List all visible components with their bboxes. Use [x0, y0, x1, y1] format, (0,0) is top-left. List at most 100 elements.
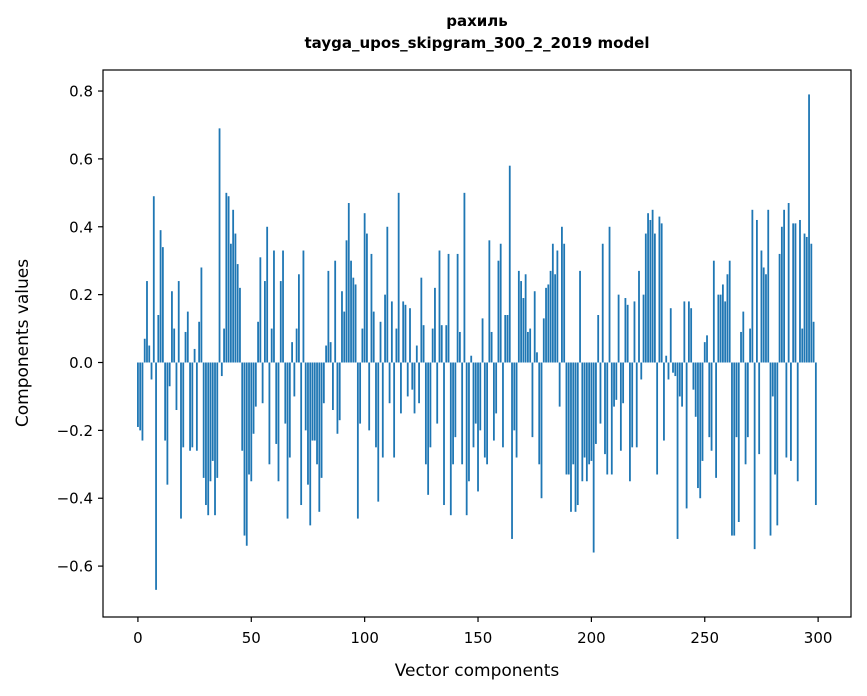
- bar: [263, 281, 266, 363]
- bar: [420, 277, 423, 363]
- bar: [742, 311, 745, 363]
- bar: [220, 362, 223, 377]
- bar: [479, 362, 482, 431]
- bar: [567, 362, 570, 475]
- bar: [653, 233, 656, 363]
- bar: [343, 311, 346, 363]
- bar: [685, 362, 688, 509]
- bar: [325, 345, 328, 363]
- bar: [780, 226, 783, 363]
- bar: [293, 362, 296, 397]
- bar: [533, 291, 536, 363]
- bar: [166, 362, 169, 485]
- bar: [431, 328, 434, 363]
- bar: [236, 264, 239, 363]
- bar: [186, 311, 189, 363]
- bar: [384, 294, 386, 363]
- bar: [640, 362, 643, 380]
- bar: [397, 192, 400, 363]
- bar: [506, 315, 509, 363]
- bar: [291, 342, 293, 363]
- bar: [177, 281, 180, 363]
- bar: [808, 94, 810, 363]
- bar: [266, 226, 269, 363]
- bar: [173, 328, 176, 363]
- bar: [288, 362, 291, 458]
- bar: [681, 362, 683, 407]
- bar: [536, 352, 538, 363]
- bar: [418, 362, 420, 404]
- chart-title-line1: рахиль: [446, 12, 508, 30]
- bar: [141, 362, 144, 441]
- bar: [341, 291, 343, 363]
- bar: [406, 362, 409, 397]
- bar: [309, 362, 312, 526]
- bar: [232, 209, 235, 363]
- bar: [189, 362, 191, 451]
- bar: [513, 362, 516, 431]
- bar: [157, 315, 160, 363]
- bar: [531, 362, 534, 438]
- bar: [447, 253, 450, 363]
- bar: [456, 253, 459, 363]
- bar: [502, 362, 504, 448]
- bar: [248, 362, 250, 475]
- bar: [622, 362, 625, 404]
- bar: [642, 294, 645, 363]
- bar: [205, 362, 207, 506]
- bar: [429, 362, 432, 448]
- bar: [438, 250, 441, 363]
- bar: [805, 236, 808, 363]
- bar: [318, 362, 321, 512]
- bar: [161, 247, 164, 363]
- bar: [458, 331, 461, 363]
- bar: [701, 362, 704, 461]
- bar: [495, 362, 498, 414]
- bar: [202, 362, 205, 478]
- bar: [209, 362, 212, 482]
- bar: [229, 243, 232, 363]
- bar: [812, 321, 815, 363]
- bar: [753, 362, 756, 550]
- bar: [776, 362, 779, 526]
- bar: [579, 270, 581, 363]
- bar: [449, 362, 452, 516]
- bar: [225, 192, 228, 363]
- bar: [672, 362, 674, 373]
- bar: [445, 325, 448, 363]
- bar: [400, 362, 402, 414]
- bar: [765, 274, 767, 363]
- bar: [726, 274, 729, 363]
- bar: [706, 335, 708, 363]
- bar: [164, 362, 167, 441]
- bar: [452, 362, 454, 465]
- bar: [599, 362, 602, 424]
- bar: [359, 362, 362, 424]
- bar: [334, 260, 337, 363]
- bar: [239, 287, 241, 363]
- bar: [538, 362, 541, 465]
- bar: [386, 226, 389, 363]
- bar: [424, 362, 427, 465]
- bar: [592, 362, 595, 553]
- bar: [150, 362, 153, 380]
- bar: [320, 362, 323, 478]
- bar: [284, 362, 287, 424]
- bar: [585, 362, 588, 482]
- bar: [486, 362, 488, 465]
- bar: [245, 362, 248, 546]
- bar: [556, 250, 559, 363]
- bar: [810, 243, 813, 363]
- bar: [663, 362, 665, 441]
- bar: [159, 230, 162, 363]
- bar: [427, 362, 430, 495]
- bar: [790, 362, 792, 461]
- bar: [783, 209, 786, 363]
- bar: [554, 274, 557, 363]
- bar: [454, 362, 457, 438]
- bar: [227, 196, 230, 363]
- bar: [282, 250, 284, 363]
- bar: [461, 362, 464, 465]
- chart-title-line2: tayga_upos_skipgram_300_2_2019 model: [305, 34, 650, 52]
